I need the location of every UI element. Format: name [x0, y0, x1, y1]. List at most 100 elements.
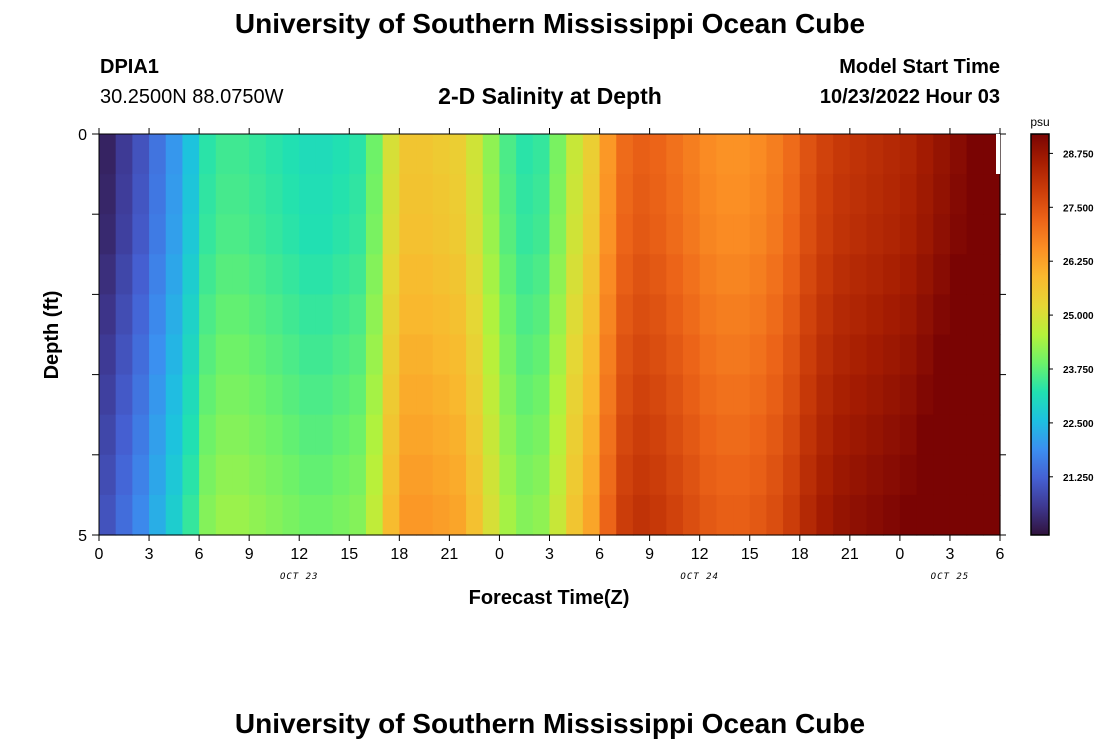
heatmap-cell	[632, 214, 651, 255]
heatmap-cell	[315, 454, 334, 496]
heatmap-cell	[766, 134, 784, 175]
heatmap-cell	[199, 374, 217, 416]
colorbar-ticks: 21.250 22.500 23.750 25.000 26.250 27.500 28.7…	[1049, 149, 1094, 484]
heatmap-cell	[799, 374, 818, 416]
heatmap-cell	[716, 294, 734, 336]
heatmap-cell	[849, 494, 868, 536]
heatmap-cell	[699, 294, 717, 336]
heatmap-cell	[249, 414, 267, 456]
heatmap-cell	[499, 254, 517, 295]
heatmap-cell	[332, 174, 350, 215]
heatmap-cell	[632, 494, 651, 536]
heatmap-cell	[833, 174, 851, 215]
heatmap-cell	[99, 414, 117, 456]
heatmap-cell	[99, 134, 117, 175]
heatmap-cell	[549, 134, 567, 175]
heatmap-cell	[182, 414, 200, 456]
heatmap-cell	[382, 254, 400, 295]
heatmap-cell	[866, 374, 884, 416]
heatmap-cell	[616, 454, 634, 496]
heatmap-cell	[682, 454, 701, 496]
heatmap-cell	[132, 414, 150, 456]
heatmap-cell	[99, 334, 117, 376]
heatmap-cell	[916, 374, 934, 416]
heatmap-cell	[282, 294, 300, 336]
x-tick-label: 12	[290, 546, 308, 563]
colorbar-gradient	[1030, 133, 1050, 536]
heatmap-cell	[165, 494, 184, 536]
heatmap-cell	[783, 334, 801, 376]
x-tick-label: 0	[95, 546, 104, 563]
x-tick-label: 21	[841, 546, 859, 563]
heatmap-cell	[449, 494, 467, 536]
heatmap-cell	[549, 174, 567, 215]
heatmap-cell	[432, 254, 450, 295]
model-start-label: Model Start Time	[839, 56, 1000, 78]
heatmap-cell	[699, 214, 717, 255]
heatmap-cell	[733, 174, 751, 215]
heatmap-cell	[165, 174, 184, 215]
heatmap-cell	[249, 334, 267, 376]
heatmap-cell	[933, 254, 951, 295]
heatmap-cell	[282, 454, 300, 496]
heatmap-cell	[232, 174, 250, 215]
heatmap-cell	[699, 414, 717, 456]
heatmap-cell	[232, 334, 250, 376]
heatmap-cell	[933, 454, 951, 496]
heatmap-cell	[382, 134, 400, 175]
heatmap-cell	[99, 214, 117, 255]
heatmap-cell	[666, 134, 684, 175]
heatmap-cell	[566, 134, 584, 175]
heatmap-cell	[699, 454, 717, 496]
heatmap-cell	[499, 214, 517, 255]
heatmap-cell	[332, 294, 350, 336]
heatmap-cell	[866, 214, 884, 255]
heatmap-cell	[165, 254, 184, 295]
heatmap-cell	[315, 494, 334, 536]
heatmap-cell	[899, 494, 918, 536]
heatmap-cell	[949, 494, 968, 536]
heatmap-cell	[315, 374, 334, 416]
heatmap-cell	[199, 294, 217, 336]
heatmap-cell	[416, 254, 434, 295]
heatmap-cell	[983, 254, 1001, 295]
heatmap-cell	[866, 414, 884, 456]
heatmap-cell	[265, 454, 284, 496]
heatmap-cell	[599, 214, 617, 255]
heatmap-cell	[516, 174, 534, 215]
heatmap-cell	[849, 334, 868, 376]
x-tick-label: 0	[495, 546, 504, 563]
heatmap-cell	[883, 174, 901, 215]
heatmap-cell	[466, 374, 484, 416]
salinity-chart: 0 3 6 9 12 15 18 21 0 3 6 9 12 15 18 21 0 3 6 OCT 23 OCT 24 O…	[41, 115, 1094, 609]
heatmap-cell	[949, 454, 968, 496]
heatmap-cell	[866, 334, 884, 376]
heatmap-cell	[949, 374, 968, 416]
y-tick-label: 0	[78, 127, 87, 144]
heatmap-cell	[816, 494, 834, 536]
heatmap-cell	[933, 214, 951, 255]
heatmap-cell	[833, 214, 851, 255]
heatmap-cell	[532, 454, 551, 496]
colorbar-tick-label: 28.750	[1063, 149, 1094, 160]
heatmap-cell	[599, 334, 617, 376]
heatmap-cell	[532, 254, 551, 295]
heatmap-cell	[899, 174, 918, 215]
heatmap-cell	[482, 414, 501, 456]
heatmap-cell	[432, 454, 450, 496]
heatmap-cell	[182, 294, 200, 336]
heatmap-cell	[416, 414, 434, 456]
heatmap-cell	[549, 334, 567, 376]
heatmap-cell	[265, 214, 284, 255]
heatmap-cell	[499, 334, 517, 376]
heatmap-cell	[899, 454, 918, 496]
heatmap-cell	[349, 334, 367, 376]
heatmap-cell	[949, 414, 968, 456]
heatmap-cell	[933, 374, 951, 416]
heatmap-cell	[349, 294, 367, 336]
x-tick-label: 3	[545, 546, 554, 563]
heatmap-cell	[482, 334, 501, 376]
heatmap-cell	[215, 134, 234, 175]
heatmap-cell	[365, 334, 384, 376]
heatmap-cell	[733, 134, 751, 175]
